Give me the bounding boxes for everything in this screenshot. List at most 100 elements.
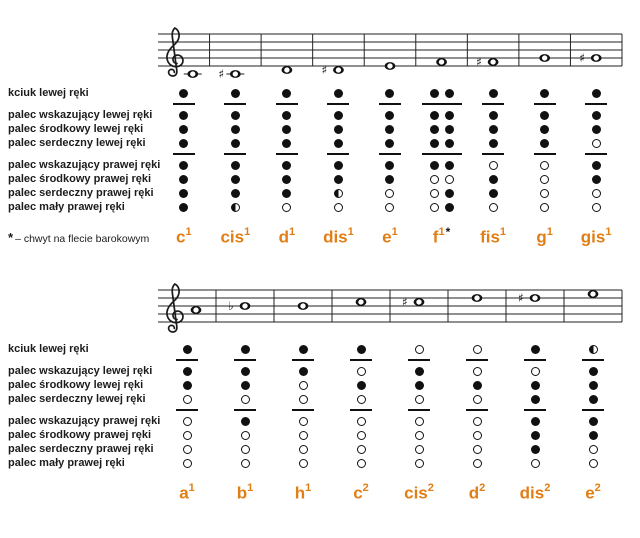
hole-dot-open bbox=[444, 174, 454, 184]
hole-dot-open bbox=[385, 202, 395, 212]
fingering-cell bbox=[390, 378, 448, 392]
note-name-octave: 1 bbox=[244, 225, 251, 238]
hole-dot-open bbox=[429, 202, 439, 212]
fingering-cell bbox=[313, 158, 365, 172]
fingering-cell bbox=[364, 136, 416, 150]
fingering-cell bbox=[570, 108, 622, 122]
fingering-cell bbox=[519, 172, 571, 186]
hole-dot-open bbox=[414, 430, 424, 440]
footnote-asterisk: * bbox=[8, 229, 14, 245]
hand-group-divider bbox=[585, 103, 608, 105]
hole-dot-filled bbox=[230, 124, 240, 134]
finger-row: palec środkowy prawej ręki bbox=[0, 428, 640, 442]
hole-dot-filled bbox=[429, 110, 439, 120]
note-name-octave: 2 bbox=[362, 481, 369, 494]
fingering-cell bbox=[313, 108, 365, 122]
hole-dot-open bbox=[414, 458, 424, 468]
finger-label: palec środkowy prawej ręki bbox=[8, 429, 152, 441]
finger-row: palec serdeczny prawej ręki bbox=[0, 442, 640, 456]
fingering-cell bbox=[210, 136, 262, 150]
finger-row: palec wskazujący lewej ręki bbox=[0, 108, 640, 122]
fingering-cell bbox=[332, 364, 390, 378]
divider-cell bbox=[210, 147, 262, 161]
hole-dot-open bbox=[182, 416, 192, 426]
hole-dot-filled bbox=[179, 110, 189, 120]
note-name-octave: 1 bbox=[185, 225, 192, 238]
fingering-cell bbox=[332, 428, 390, 442]
hole-dot-filled bbox=[240, 366, 250, 376]
note-name-octave: 1 bbox=[438, 225, 445, 238]
hole-dot-open bbox=[472, 444, 482, 454]
finger-label: palec serdeczny prawej ręki bbox=[8, 443, 154, 455]
fingering-cell bbox=[390, 442, 448, 456]
fingering-cell bbox=[210, 122, 262, 136]
hole-dot-filled bbox=[333, 88, 343, 98]
whole-note-hole bbox=[190, 71, 196, 77]
hole-dot-open bbox=[488, 160, 498, 170]
note-name-base: e bbox=[382, 227, 392, 247]
hand-group-divider bbox=[224, 103, 247, 105]
finger-label: kciuk lewej ręki bbox=[8, 87, 89, 99]
fingering-cell bbox=[390, 392, 448, 406]
fingering-cell bbox=[261, 122, 313, 136]
divider-cell bbox=[519, 147, 571, 161]
note-name-octave: 1 bbox=[347, 225, 354, 238]
fingering-cell bbox=[261, 172, 313, 186]
hole-dot-open bbox=[472, 416, 482, 426]
fingering-cell bbox=[564, 392, 622, 406]
note-name: cis1 bbox=[210, 225, 262, 248]
divider-cell bbox=[390, 353, 448, 367]
hole-dot-filled bbox=[230, 188, 240, 198]
divider-cell bbox=[210, 97, 262, 111]
hole-dot-filled bbox=[385, 174, 395, 184]
hand-group-divider bbox=[176, 409, 198, 411]
divider-cell bbox=[158, 97, 210, 111]
fingering-cell bbox=[564, 364, 622, 378]
fingering-cell bbox=[158, 414, 216, 428]
finger-row: palec serdeczny prawej ręki bbox=[0, 186, 640, 200]
note-name-base: c bbox=[353, 483, 363, 503]
hand-group-divider bbox=[292, 359, 314, 361]
hole-dot-open bbox=[591, 188, 601, 198]
fingering-cell bbox=[313, 122, 365, 136]
hole-dot-open bbox=[298, 430, 308, 440]
fingering-cell bbox=[390, 342, 448, 356]
hole-dot-open bbox=[182, 394, 192, 404]
note-name: dis2 bbox=[506, 482, 564, 504]
hole-dot-filled bbox=[240, 344, 250, 354]
whole-note-hole bbox=[593, 55, 599, 61]
fingering-cell bbox=[216, 378, 274, 392]
treble-clef-icon bbox=[166, 27, 184, 77]
hole-dot-filled bbox=[385, 160, 395, 170]
finger-row: palec środkowy lewej ręki bbox=[0, 122, 640, 136]
fingering-cell bbox=[519, 136, 571, 150]
hole-dot-open bbox=[356, 366, 366, 376]
finger-row: kciuk lewej ręki bbox=[0, 86, 640, 100]
fingering-cell bbox=[158, 456, 216, 470]
group-divider-row bbox=[0, 406, 640, 414]
treble-clef-icon bbox=[166, 283, 184, 333]
note-name-octave: 1 bbox=[499, 225, 507, 238]
hole-dot-half bbox=[588, 344, 598, 354]
finger-label: palec mały prawej ręki bbox=[8, 457, 125, 469]
divider-cell bbox=[448, 353, 506, 367]
hole-dot-filled bbox=[444, 160, 454, 170]
hole-dot-filled bbox=[429, 160, 439, 170]
fingering-cell bbox=[506, 392, 564, 406]
fingering-cell bbox=[519, 158, 571, 172]
note-name-octave: 1 bbox=[289, 225, 296, 238]
fingering-cell bbox=[506, 442, 564, 456]
hole-dot-open bbox=[429, 188, 439, 198]
fingering-cell bbox=[390, 414, 448, 428]
hole-dot-filled bbox=[179, 138, 189, 148]
fingering-cell bbox=[467, 86, 519, 100]
fingering-cell bbox=[448, 342, 506, 356]
note-name-base: d bbox=[468, 483, 480, 503]
note-name-base: b bbox=[236, 483, 248, 503]
hole-dot-filled bbox=[282, 110, 292, 120]
fingering-cell bbox=[158, 122, 210, 136]
divider-cell bbox=[261, 147, 313, 161]
note-name-base: g bbox=[536, 227, 547, 247]
hole-dot-filled bbox=[333, 124, 343, 134]
hole-dot-filled bbox=[282, 138, 292, 148]
